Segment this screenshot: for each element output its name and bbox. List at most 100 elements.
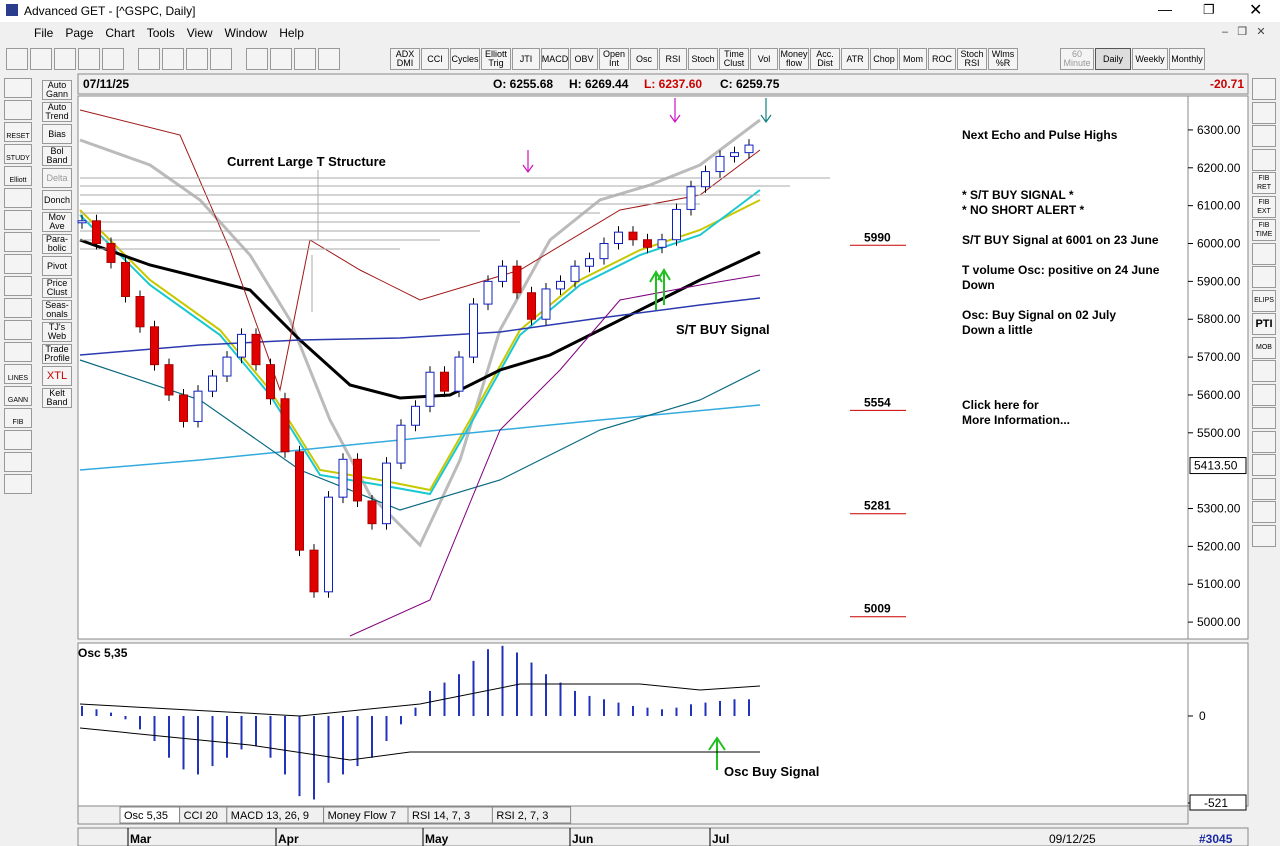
- study-button[interactable]: ATR: [841, 48, 869, 70]
- tool-button[interactable]: [162, 48, 184, 70]
- study-button[interactable]: TJ's Web: [42, 322, 72, 342]
- tool-button[interactable]: [318, 48, 340, 70]
- tool-icon[interactable]: FIB TIME: [1252, 219, 1276, 241]
- tool-icon[interactable]: [1252, 454, 1276, 476]
- menu-item[interactable]: View: [186, 26, 213, 40]
- tool-icon[interactable]: [4, 78, 32, 98]
- study-button[interactable]: Time Clust: [719, 48, 749, 70]
- study-button[interactable]: Osc: [630, 48, 658, 70]
- tool-button[interactable]: [78, 48, 100, 70]
- tool-icon[interactable]: [1252, 524, 1276, 547]
- tool-icon[interactable]: [4, 210, 32, 230]
- study-button[interactable]: Money flow: [779, 48, 809, 70]
- tool-icon[interactable]: [1252, 125, 1276, 147]
- study-button[interactable]: Delta: [42, 168, 72, 188]
- study-button[interactable]: Auto Gann: [42, 80, 72, 100]
- menu-item[interactable]: Chart: [105, 26, 135, 40]
- tool-icon[interactable]: [1252, 360, 1276, 382]
- tool-icon[interactable]: RESET: [4, 122, 32, 142]
- tool-icon[interactable]: [1252, 407, 1276, 429]
- tool-button[interactable]: [30, 48, 52, 70]
- study-button[interactable]: Bias: [42, 124, 72, 144]
- tool-icon[interactable]: [1252, 148, 1276, 171]
- maximize[interactable]: ❐: [1203, 2, 1215, 17]
- tool-icon[interactable]: [1252, 242, 1276, 265]
- study-button[interactable]: Cycles: [450, 48, 480, 70]
- tool-icon[interactable]: [4, 474, 32, 494]
- tool-icon[interactable]: [1252, 266, 1276, 288]
- study-button[interactable]: JTI: [512, 48, 540, 70]
- tool-icon[interactable]: [4, 188, 32, 208]
- menu-item[interactable]: Tools: [146, 26, 175, 40]
- tool-icon[interactable]: [4, 254, 32, 274]
- tool-icon[interactable]: [4, 342, 32, 362]
- tool-button[interactable]: [294, 48, 316, 70]
- tool-icon[interactable]: [4, 100, 32, 120]
- study-button[interactable]: CCI: [421, 48, 449, 70]
- close[interactable]: ✕: [1249, 2, 1263, 19]
- study-button[interactable]: ROC: [928, 48, 956, 70]
- study-button[interactable]: Elliott Trig: [481, 48, 511, 70]
- study-button[interactable]: OBV: [570, 48, 598, 70]
- tool-icon[interactable]: GANN: [4, 386, 32, 406]
- study-button[interactable]: Trade Profile: [42, 344, 72, 364]
- study-button[interactable]: Auto Trend: [42, 102, 72, 122]
- study-button[interactable]: MACD: [541, 48, 569, 70]
- tool-icon[interactable]: [4, 452, 32, 472]
- study-button[interactable]: Donch: [42, 190, 72, 210]
- study-button[interactable]: Wlms %R: [988, 48, 1018, 70]
- study-button[interactable]: Acc. Dist: [810, 48, 840, 70]
- study-button[interactable]: Seas-onals: [42, 300, 72, 320]
- study-button[interactable]: Stoch RSI: [957, 48, 987, 70]
- tool-icon[interactable]: [1252, 430, 1276, 453]
- tab[interactable]: [491, 806, 572, 824]
- menu-item[interactable]: File: [34, 26, 54, 40]
- study-button[interactable]: Stoch: [688, 48, 718, 70]
- tool-icon[interactable]: [4, 276, 32, 296]
- tool-button[interactable]: [54, 48, 76, 70]
- period-button[interactable]: 60 Minute: [1060, 48, 1094, 70]
- study-button[interactable]: XTL: [42, 366, 72, 386]
- tool-icon[interactable]: FIB RET: [1252, 172, 1276, 194]
- tool-icon[interactable]: [4, 320, 32, 340]
- period-button[interactable]: Daily: [1095, 48, 1131, 70]
- period-button[interactable]: Weekly: [1132, 48, 1168, 70]
- tool-icon[interactable]: LINES: [4, 364, 32, 384]
- tool-icon[interactable]: [1252, 78, 1276, 100]
- study-button[interactable]: Bol Band: [42, 146, 72, 166]
- tool-icon[interactable]: FIB: [4, 408, 32, 428]
- period-button[interactable]: Monthly: [1169, 48, 1205, 70]
- tool-button[interactable]: [138, 48, 160, 70]
- tool-button[interactable]: [246, 48, 268, 70]
- study-button[interactable]: ADX DMI: [390, 48, 420, 70]
- tool-icon[interactable]: Elliott: [4, 166, 32, 186]
- tool-icon[interactable]: [4, 298, 32, 318]
- tool-icon[interactable]: [1252, 383, 1276, 406]
- study-button[interactable]: Kelt Band: [42, 388, 72, 408]
- tool-button[interactable]: [102, 48, 124, 70]
- study-button[interactable]: Mom: [899, 48, 927, 70]
- menu-item[interactable]: Page: [65, 26, 94, 40]
- study-button[interactable]: Pivot: [42, 256, 72, 276]
- tool-icon[interactable]: FIB EXT: [1252, 195, 1276, 218]
- study-button[interactable]: Chop: [870, 48, 898, 70]
- minimize[interactable]: —: [1158, 1, 1172, 17]
- tool-button[interactable]: [186, 48, 208, 70]
- menu-item[interactable]: Help: [279, 26, 304, 40]
- tool-icon[interactable]: [1252, 101, 1276, 124]
- study-button[interactable]: Open Int: [599, 48, 629, 70]
- menu-item[interactable]: Window: [224, 26, 268, 40]
- tool-icon[interactable]: MOB: [1252, 336, 1276, 359]
- tool-button[interactable]: [6, 48, 28, 70]
- study-button[interactable]: Vol: [750, 48, 778, 70]
- study-button[interactable]: Para-bolic: [42, 234, 72, 254]
- tool-button[interactable]: [210, 48, 232, 70]
- study-button[interactable]: Mov Ave: [42, 212, 72, 232]
- tool-icon[interactable]: STUDY: [4, 144, 32, 164]
- study-button[interactable]: Price Clust: [42, 278, 72, 298]
- tool-icon[interactable]: [1252, 501, 1276, 523]
- tool-icon[interactable]: [1252, 477, 1276, 500]
- tool-icon[interactable]: PTI: [1252, 313, 1276, 335]
- study-button[interactable]: RSI: [659, 48, 687, 70]
- tool-icon[interactable]: ELIPS: [1252, 289, 1276, 312]
